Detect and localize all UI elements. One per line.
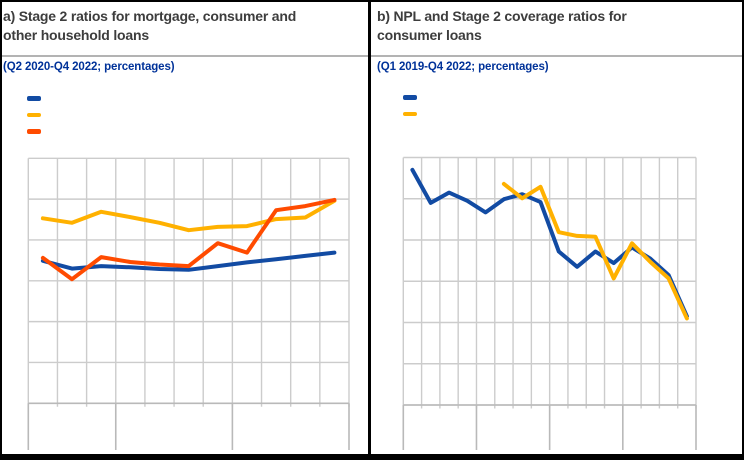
panel-a-subtitle: (Q2 2020-Q4 2022; percentages) [3,61,175,73]
panel-a-legend-orange-line-swatch [27,129,41,134]
panel-b-title-line2: consumer loans [377,27,482,43]
panel-a-title: a) Stage 2 ratios for mortgage, consumer… [3,7,361,45]
panel-b-legend-blue-line-swatch [403,95,417,100]
panel-divider [368,0,371,460]
panel-a-legend-blue-line-swatch [27,96,41,101]
panel-b-legend-yellow-line-swatch [403,111,417,116]
panel-b-chart [402,156,697,450]
panel-a-yellow-line [40,198,337,233]
panel-a-legend-yellow-line-swatch [27,112,41,117]
title-separator-rule [2,55,742,57]
panel-a-orange-line [40,197,337,282]
panel-b-legend [403,95,417,128]
panel-a-chart [27,157,350,450]
panel-b-title-line1: b) NPL and Stage 2 coverage ratios for [377,8,627,24]
bottom-border-bar [0,454,744,460]
panel-b-yellow-line [501,181,689,321]
panel-a-title-line2: other household loans [3,27,149,43]
panel-a-title-line1: a) Stage 2 ratios for mortgage, consumer… [3,8,297,24]
panel-b-subtitle: (Q1 2019-Q4 2022; percentages) [377,61,549,73]
panel-b-title: b) NPL and Stage 2 coverage ratios for c… [377,7,735,45]
panel-a-legend [27,96,41,146]
